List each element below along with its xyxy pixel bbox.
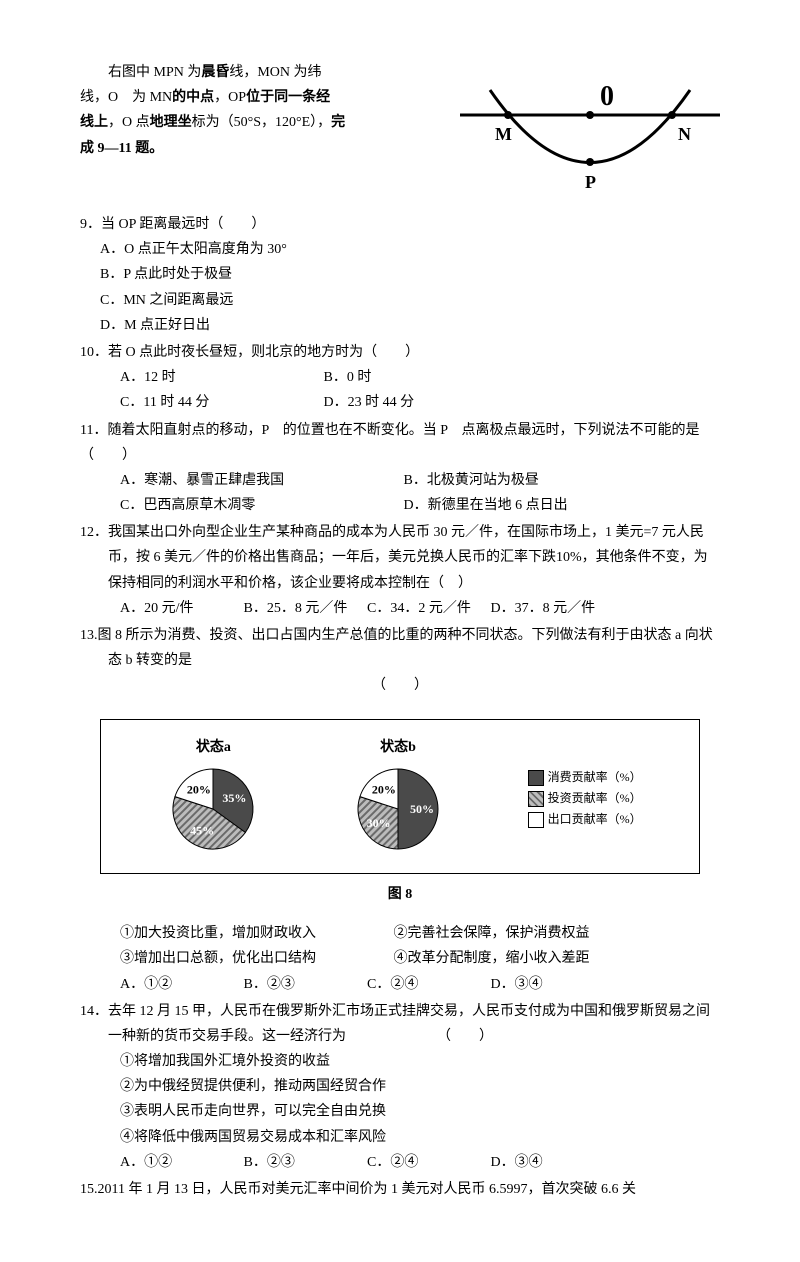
legend-export: 出口贡献率（%）: [528, 810, 642, 829]
opt-C: C．②④: [367, 1150, 487, 1175]
opt-D: D．37．8 元／件: [491, 596, 611, 621]
t: 地理坐: [150, 115, 192, 130]
intro-text: 右图中 MPN 为晨昏线，MON 为纬 线，O 为 MN的中点，OP位于同一条经…: [80, 60, 400, 161]
question-9: 9．当 OP 距离最远时（ ） A．O 点正午太阳高度角为 30° B．P 点此…: [80, 212, 720, 338]
svg-text:30%: 30%: [367, 816, 391, 830]
svg-text:50%: 50%: [410, 802, 434, 816]
t: 线，O 为 MN: [80, 90, 172, 105]
svg-text:20%: 20%: [187, 782, 211, 796]
q13-statements: ①加大投资比重，增加财政收入 ②完善社会保障，保护消费权益 ③增加出口总额，优化…: [80, 921, 720, 971]
t: 晨昏: [201, 65, 229, 80]
opt-D: D．新德里在当地 6 点日出: [404, 498, 568, 513]
question-12: 12．我国某出口外向型企业生产某种商品的成本为人民币 30 元／件，在国际市场上…: [80, 520, 720, 621]
t: 右图中 MPN 为: [108, 65, 201, 80]
stem: 10．若 O 点此时夜长昼短，则北京的地方时为（ ）: [80, 340, 720, 365]
opt-C: C．巴西高原草木凋零: [120, 493, 400, 518]
legend-consume: 消费贡献率（%）: [528, 768, 642, 787]
t: 标为（50°S，120°E），: [192, 115, 332, 130]
s2: ②为中俄经贸提供便利，推动两国经贸合作: [120, 1074, 720, 1099]
s3: ③表明人民币走向世界，可以完全自由兑换: [120, 1099, 720, 1124]
t: 成 9—11 题。: [80, 141, 163, 156]
t: 线上: [80, 115, 108, 130]
pie-b-svg: 50% 30% 20%: [343, 764, 453, 854]
opt-A: A．寒潮、暴雪正肆虐我国: [120, 468, 400, 493]
pie-b: 状态b 50% 30% 20%: [343, 735, 453, 863]
opt-D: D．M 点正好日出: [100, 313, 720, 338]
opt-C: C．MN 之间距离最远: [100, 288, 720, 313]
opt-A: A．O 点正午太阳高度角为 30°: [100, 237, 720, 262]
legend-invest: 投资贡献率（%）: [528, 789, 642, 808]
question-13: 13.图 8 所示为消费、投资、出口占国内生产总值的比重的两种不同状态。下列做法…: [80, 623, 720, 699]
q13-options: A．①② B．②③ C．②④ D．③④: [80, 972, 720, 997]
question-11: 11．随着太阳直射点的移动，P 的位置也在不断变化。当 P 点离极点最远时，下列…: [80, 418, 720, 519]
label-O: 0: [600, 81, 614, 112]
t: 出口贡献率（%）: [548, 810, 642, 829]
pie-a: 状态a 35% 45% 20%: [158, 735, 268, 863]
pie-title-b: 状态b: [343, 735, 453, 760]
t: 的中点: [172, 90, 214, 105]
svg-text:35%: 35%: [223, 791, 247, 805]
stem: 13.图 8 所示为消费、投资、出口占国内生产总值的比重的两种不同状态。下列做法…: [80, 623, 720, 673]
question-10: 10．若 O 点此时夜长昼短，则北京的地方时为（ ） A．12 时 B．0 时 …: [80, 340, 720, 416]
opt-D: D．③④: [491, 972, 611, 997]
legend: 消费贡献率（%） 投资贡献率（%） 出口贡献率（%）: [528, 766, 642, 832]
opt-A: A．①②: [120, 1150, 240, 1175]
opt-A: A．20 元/件: [120, 596, 240, 621]
opt-C: C．34．2 元／件: [367, 596, 487, 621]
stem: 15.2011 年 1 月 13 日，人民币对美元汇率中间价为 1 美元对人民币…: [80, 1177, 720, 1202]
stem: 12．我国某出口外向型企业生产某种商品的成本为人民币 30 元／件，在国际市场上…: [80, 520, 720, 596]
opt-B: B．0 时: [324, 365, 372, 390]
opt-A: A．①②: [120, 972, 240, 997]
t: [80, 65, 108, 80]
label-N: N: [678, 124, 691, 144]
stem: 11．随着太阳直射点的移动，P 的位置也在不断变化。当 P 点离极点最远时，下列…: [80, 418, 720, 468]
opt-D: D．③④: [491, 1150, 611, 1175]
pie-title-a: 状态a: [158, 735, 268, 760]
opt-B: B．25．8 元／件: [244, 596, 364, 621]
label-M: M: [495, 124, 512, 144]
s4: ④将降低中俄两国贸易交易成本和汇率风险: [120, 1125, 720, 1150]
terminator-diagram: 0 M N P: [450, 60, 730, 210]
t: 投资贡献率（%）: [548, 789, 642, 808]
question-14: 14．去年 12 月 15 甲，人民币在俄罗斯外汇市场正式挂牌交易，人民币支付成…: [80, 999, 720, 1175]
s1: ①加大投资比重，增加财政收入: [120, 921, 390, 946]
svg-text:20%: 20%: [372, 782, 396, 796]
opt-C: C．11 时 44 分: [120, 390, 280, 415]
label-P: P: [585, 172, 596, 192]
t: 消费贡献率（%）: [548, 768, 642, 787]
figure-8: 状态a 35% 45% 20% 状态b 50% 30% 20% 消费贡献率（%） 投资贡…: [100, 719, 700, 874]
t: 位于同一条经: [246, 90, 330, 105]
stem: 9．当 OP 距离最远时（ ）: [80, 212, 720, 237]
figure-8-caption: 图 8: [80, 882, 720, 907]
t: 完: [331, 115, 345, 130]
s2: ②完善社会保障，保护消费权益: [394, 926, 590, 941]
opt-A: A．12 时: [120, 365, 280, 390]
opt-B: B．P 点此时处于极昼: [100, 262, 720, 287]
opt-B: B．②③: [244, 972, 364, 997]
opt-C: C．②④: [367, 972, 487, 997]
t: ，O 点: [108, 115, 150, 130]
s3: ③增加出口总额，优化出口结构: [120, 946, 390, 971]
pie-a-svg: 35% 45% 20%: [158, 764, 268, 854]
svg-text:45%: 45%: [190, 823, 214, 837]
s1: ①将增加我国外汇境外投资的收益: [120, 1049, 720, 1074]
t: 线，MON 为纬: [229, 65, 321, 80]
blank: （ ）: [80, 673, 720, 698]
s4: ④改革分配制度，缩小收入差距: [394, 951, 590, 966]
stem: 14．去年 12 月 15 甲，人民币在俄罗斯外汇市场正式挂牌交易，人民币支付成…: [80, 999, 720, 1049]
question-15: 15.2011 年 1 月 13 日，人民币对美元汇率中间价为 1 美元对人民币…: [80, 1177, 720, 1202]
opt-B: B．北极黄河站为极昼: [404, 473, 539, 488]
t: ，OP: [214, 90, 246, 105]
intro-block: 右图中 MPN 为晨昏线，MON 为纬 线，O 为 MN的中点，OP位于同一条经…: [80, 60, 720, 210]
opt-B: B．②③: [244, 1150, 364, 1175]
opt-D: D．23 时 44 分: [324, 390, 415, 415]
